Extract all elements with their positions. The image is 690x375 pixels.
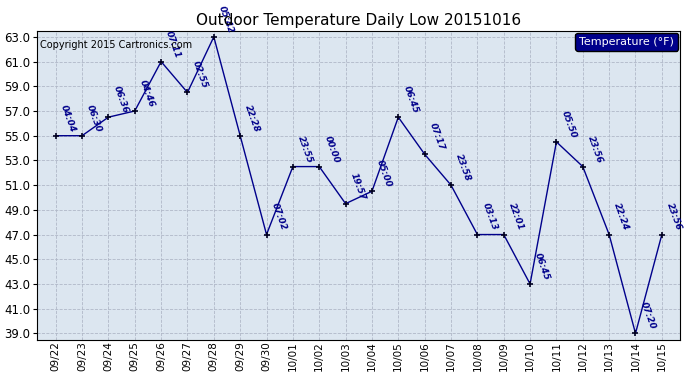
- Text: 04:04: 04:04: [59, 103, 77, 133]
- Text: 07:17: 07:17: [428, 122, 446, 152]
- Text: 19:57: 19:57: [348, 171, 367, 201]
- Text: 06:30: 06:30: [85, 103, 104, 133]
- Text: 23:56: 23:56: [665, 202, 683, 232]
- Text: 05:00: 05:00: [375, 159, 393, 189]
- Text: 05:42: 05:42: [217, 4, 235, 34]
- Text: 02:55: 02:55: [190, 60, 209, 90]
- Text: 22:24: 22:24: [612, 202, 631, 232]
- Text: 23:58: 23:58: [454, 153, 473, 183]
- Legend: Temperature (°F): Temperature (°F): [575, 33, 678, 51]
- Text: 22:01: 22:01: [507, 202, 525, 232]
- Text: 07:20: 07:20: [639, 301, 657, 331]
- Text: 22:28: 22:28: [244, 103, 262, 133]
- Text: 07:11: 07:11: [164, 29, 183, 59]
- Text: 05:50: 05:50: [560, 110, 578, 140]
- Text: 04:46: 04:46: [138, 78, 156, 108]
- Text: 23:56: 23:56: [586, 134, 604, 164]
- Text: 06:45: 06:45: [402, 85, 420, 115]
- Text: 00:00: 00:00: [322, 134, 341, 164]
- Text: 06:36: 06:36: [112, 85, 130, 115]
- Text: Copyright 2015 Cartronics.com: Copyright 2015 Cartronics.com: [41, 40, 193, 50]
- Text: 23:55: 23:55: [296, 134, 314, 164]
- Text: 06:45: 06:45: [533, 252, 551, 282]
- Title: Outdoor Temperature Daily Low 20151016: Outdoor Temperature Daily Low 20151016: [196, 13, 522, 28]
- Text: 07:02: 07:02: [270, 202, 288, 232]
- Text: 03:13: 03:13: [480, 202, 499, 232]
